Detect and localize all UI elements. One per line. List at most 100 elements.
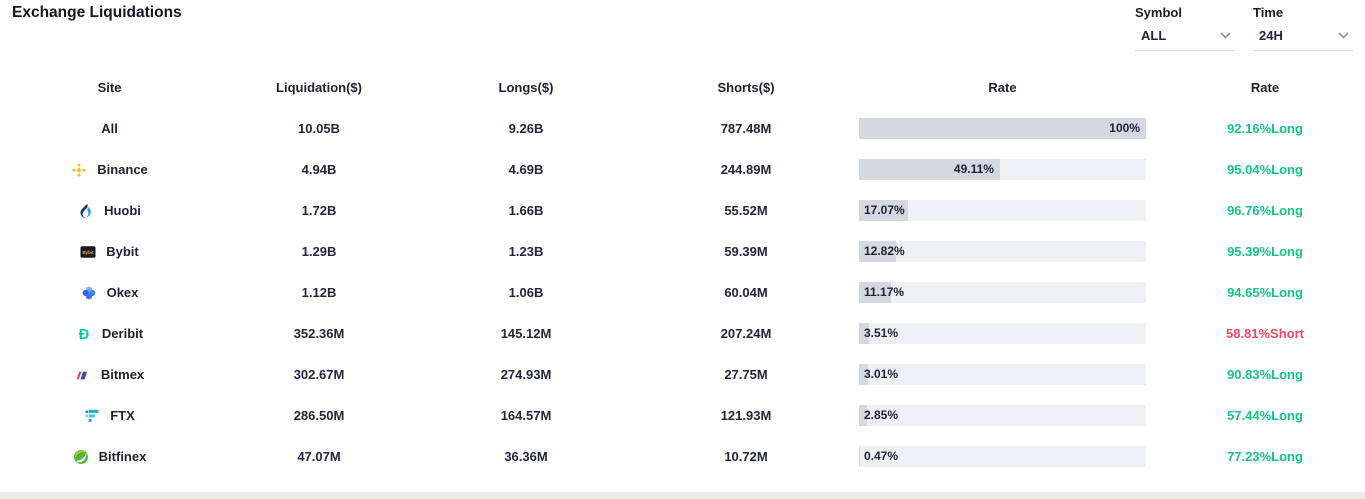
rate-progress-bar: 100%	[859, 118, 1146, 139]
site-cell[interactable]: Okex	[0, 285, 219, 301]
rate-progress-fill	[859, 159, 1000, 180]
table-row: Bitfinex 47.07M 36.36M 10.72M 0.47% 77.2…	[0, 436, 1365, 477]
liquidation-value: 286.50M	[293, 408, 345, 423]
table-row: FTX 286.50M 164.57M 121.93M 2.85% 57.44%…	[0, 395, 1365, 436]
rate-progress-fill	[859, 118, 1146, 139]
svg-text:Ð: Ð	[79, 327, 89, 342]
okex-icon	[81, 285, 97, 301]
rate-bar-cell: 49.11%	[859, 159, 1165, 180]
site-name: Bitmex	[100, 367, 145, 382]
site-name: Binance	[97, 162, 148, 177]
liquidation-value: 4.94B	[301, 162, 337, 177]
site-cell[interactable]: Binance	[0, 162, 219, 178]
rate-percent-label: 100%	[1109, 121, 1140, 135]
long-short-rate: 57.44%Long	[1227, 408, 1303, 423]
liquidation-value: 47.07M	[297, 449, 341, 464]
rate-percent-label: 2.85%	[864, 408, 899, 422]
horizontal-scrollbar-track[interactable]	[0, 492, 1365, 499]
table-row: Huobi 1.72B 1.66B 55.52M 17.07% 96.76%Lo…	[0, 190, 1365, 231]
shorts-value: 55.52M	[724, 203, 768, 218]
rate-progress-fill	[859, 364, 868, 385]
table-header-row: Site Liquidation($) Longs($) Shorts($) R…	[0, 78, 1365, 96]
long-short-rate: 95.04%Long	[1227, 162, 1303, 177]
liquidation-value: 10.05B	[298, 121, 340, 136]
column-header-longs: Longs($)	[498, 79, 554, 95]
longs-value: 1.66B	[508, 203, 544, 218]
page-title: Exchange Liquidations	[12, 4, 182, 21]
symbol-filter: Symbol ALL	[1135, 5, 1235, 51]
rate-progress-bar: 49.11%	[859, 159, 1146, 180]
shorts-value: 10.72M	[724, 449, 768, 464]
site-cell[interactable]: All	[0, 121, 219, 136]
liquidation-value: 302.67M	[293, 367, 345, 382]
rate-percent-label: 49.11%	[953, 162, 994, 176]
shorts-value: 207.24M	[720, 326, 772, 341]
svg-text:Bybit: Bybit	[83, 249, 95, 254]
rate-progress-bar: 3.51%	[859, 323, 1146, 344]
rate-percent-label: 3.51%	[864, 326, 899, 340]
rate-progress-fill	[859, 446, 861, 467]
rate-percent-label: 3.01%	[864, 367, 899, 381]
symbol-select-value: ALL	[1141, 28, 1167, 43]
rate-progress-fill	[859, 241, 896, 262]
long-short-rate: 92.16%Long	[1227, 121, 1303, 136]
rate-bar-cell: 17.07%	[859, 200, 1165, 221]
site-name: Bybit	[106, 244, 139, 259]
rate-progress-bar: 17.07%	[859, 200, 1146, 221]
rate-progress-fill	[859, 405, 868, 426]
column-header-site: Site	[97, 79, 122, 95]
rate-progress-bar: 12.82%	[859, 241, 1146, 262]
long-short-rate: 58.81%Short	[1225, 326, 1305, 341]
binance-icon	[71, 162, 87, 178]
rate-progress-bar: 3.01%	[859, 364, 1146, 385]
rate-bar-cell: 11.17%	[859, 282, 1165, 303]
deribit-icon: Ð	[76, 326, 92, 342]
long-short-rate: 94.65%Long	[1227, 285, 1303, 300]
site-cell[interactable]: Ð Deribit	[0, 326, 219, 342]
site-cell[interactable]: Bitmex	[0, 367, 219, 383]
ftx-icon	[84, 408, 100, 424]
site-cell[interactable]: FTX	[0, 408, 219, 424]
site-cell[interactable]: Bybit Bybit	[0, 244, 219, 260]
site-name: Okex	[106, 285, 139, 300]
bybit-icon: Bybit	[80, 244, 96, 260]
rate-bar-cell: 12.82%	[859, 241, 1165, 262]
site-cell[interactable]: Huobi	[0, 203, 219, 219]
liquidation-value: 1.12B	[301, 285, 337, 300]
site-name: Bitfinex	[98, 449, 147, 464]
table-row: All 10.05B 9.26B 787.48M 100% 92.16%Long	[0, 108, 1365, 149]
time-filter-label: Time	[1253, 5, 1284, 20]
time-select-value: 24H	[1259, 28, 1283, 43]
longs-value: 164.57M	[500, 408, 552, 423]
table-row: Okex 1.12B 1.06B 60.04M 11.17% 94.65%Lon…	[0, 272, 1365, 313]
chevron-down-icon	[1338, 32, 1349, 39]
symbol-filter-label: Symbol	[1135, 5, 1182, 20]
symbol-select[interactable]: ALL	[1135, 28, 1235, 51]
bitmex-icon	[75, 367, 91, 383]
long-short-rate: 95.39%Long	[1227, 244, 1303, 259]
huobi-icon	[78, 203, 94, 219]
liquidation-value: 352.36M	[293, 326, 345, 341]
longs-value: 1.06B	[508, 285, 544, 300]
rate-bar-cell: 2.85%	[859, 405, 1165, 426]
time-select[interactable]: 24H	[1253, 28, 1353, 51]
liquidations-table: Site Liquidation($) Longs($) Shorts($) R…	[0, 78, 1365, 477]
filter-bar: Symbol ALL Time 24H	[1135, 5, 1353, 51]
column-header-liquidation: Liquidation($)	[276, 79, 362, 95]
shorts-value: 244.89M	[720, 162, 772, 177]
table-row: Ð Deribit 352.36M 145.12M 207.24M 3.51% …	[0, 313, 1365, 354]
long-short-rate: 77.23%Long	[1227, 449, 1303, 464]
longs-value: 274.93M	[500, 367, 552, 382]
time-filter: Time 24H	[1253, 5, 1353, 51]
rate-progress-bar: 0.47%	[859, 446, 1146, 467]
rate-percent-label: 17.07%	[864, 203, 905, 217]
rate-progress-fill	[859, 323, 870, 344]
longs-value: 4.69B	[508, 162, 544, 177]
rate-bar-cell: 3.51%	[859, 323, 1165, 344]
rate-percent-label: 0.47%	[864, 449, 899, 463]
rate-bar-cell: 3.01%	[859, 364, 1165, 385]
site-name: Huobi	[104, 203, 141, 218]
site-cell[interactable]: Bitfinex	[0, 449, 219, 465]
liquidation-value: 1.72B	[301, 203, 337, 218]
